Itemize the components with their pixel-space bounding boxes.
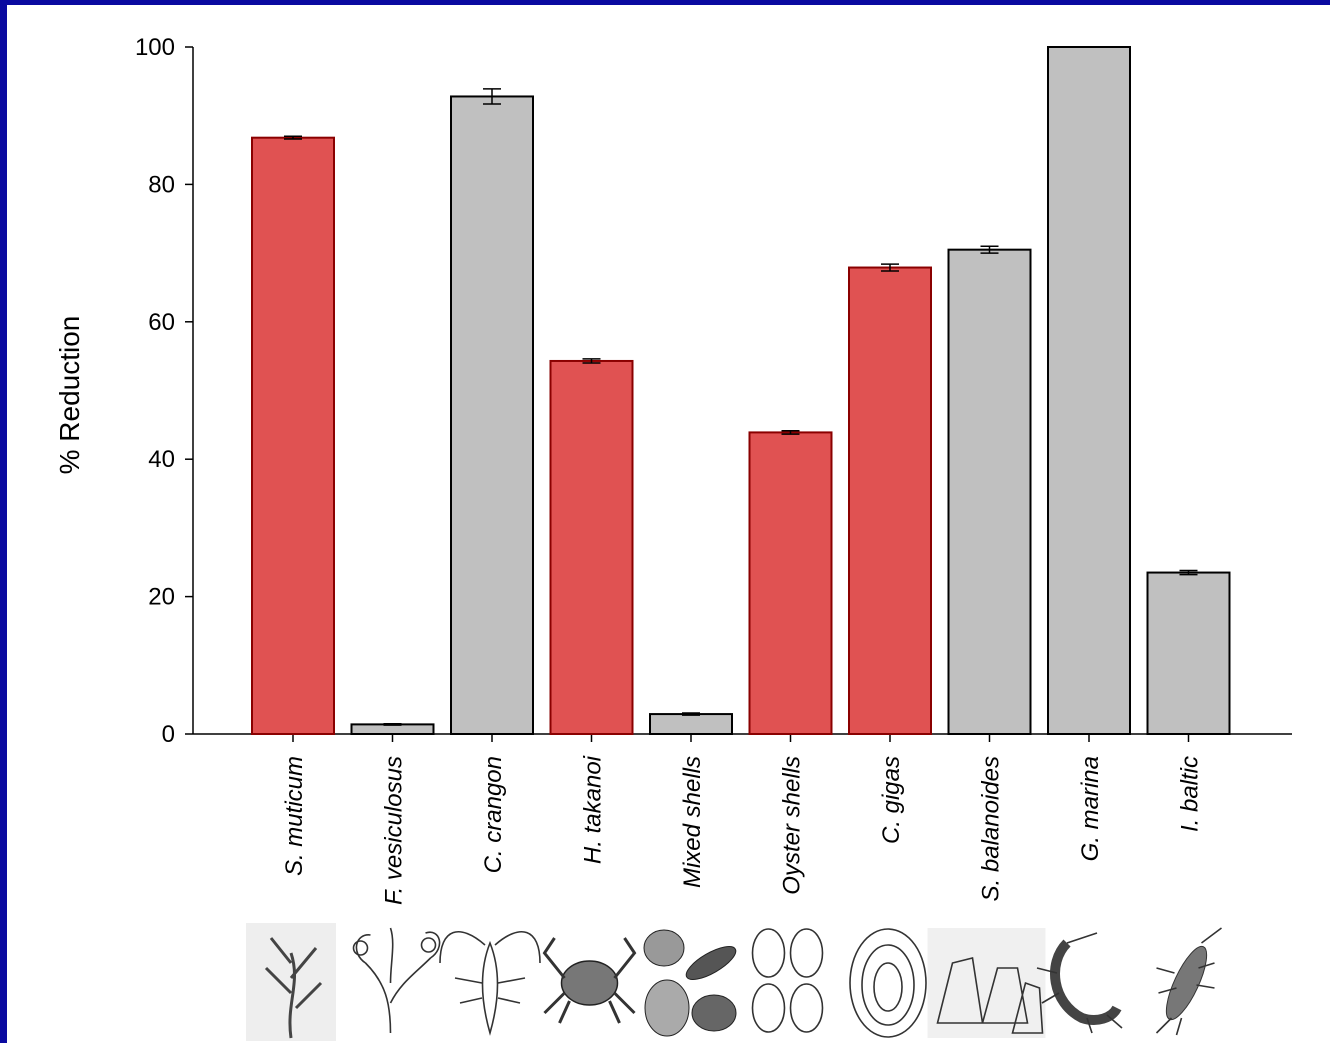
y-tick-label: 40 xyxy=(148,446,175,473)
bar xyxy=(947,248,1032,735)
category-label: Oyster shells xyxy=(779,756,806,895)
category-label: S. muticum xyxy=(281,756,308,876)
category-label: C. gigas xyxy=(878,756,905,844)
category-label: G. marina xyxy=(1077,756,1104,861)
error-bars xyxy=(284,88,1198,726)
crab-icon xyxy=(542,937,637,1024)
bar xyxy=(848,266,932,735)
category-label: Mixed shells xyxy=(679,756,706,888)
bar xyxy=(1146,571,1231,735)
y-axis-title: % Reduction xyxy=(54,316,85,475)
bar xyxy=(251,136,335,735)
mixed-shells-icon xyxy=(643,929,737,1037)
chart-frame: 0 20 40 60 80 100 S. muticum F. vesiculosus C. … xyxy=(7,5,1330,1043)
category-label: S. balanoides xyxy=(978,756,1005,901)
y-tick-label: 80 xyxy=(148,171,175,198)
y-tick-label: 0 xyxy=(162,721,175,748)
bar xyxy=(350,723,435,736)
bar xyxy=(1047,46,1131,735)
amphipod-icon xyxy=(1036,932,1123,1034)
category-label: H. takanoi xyxy=(580,755,607,864)
bar xyxy=(649,713,733,736)
oyster-shells-icon xyxy=(751,928,824,1033)
y-tick-label: 60 xyxy=(148,309,175,336)
bars xyxy=(251,46,1231,736)
seaweed-icon xyxy=(246,923,336,1041)
category-label: I. baltic xyxy=(1177,756,1204,832)
isopod-icon xyxy=(1155,927,1222,1036)
bar xyxy=(748,431,833,735)
y-ticks: 0 20 40 60 80 100 xyxy=(135,34,193,748)
shrimp-icon xyxy=(439,930,541,1036)
oyster-icon xyxy=(849,928,927,1038)
category-label: C. crangon xyxy=(480,756,507,873)
species-illustrations xyxy=(246,923,1222,1041)
y-tick-label: 20 xyxy=(148,584,175,611)
barnacles-icon xyxy=(927,928,1046,1038)
bar xyxy=(549,359,634,735)
bar-chart: 0 20 40 60 80 100 S. muticum F. vesiculosus C. … xyxy=(54,34,1292,1041)
category-labels: S. muticum F. vesiculosus C. crangon H. tak… xyxy=(281,755,1204,905)
bladderwrack-icon xyxy=(352,927,441,1034)
y-tick-label: 100 xyxy=(135,34,175,61)
category-label: F. vesiculosus xyxy=(381,756,408,905)
bar xyxy=(450,95,534,736)
